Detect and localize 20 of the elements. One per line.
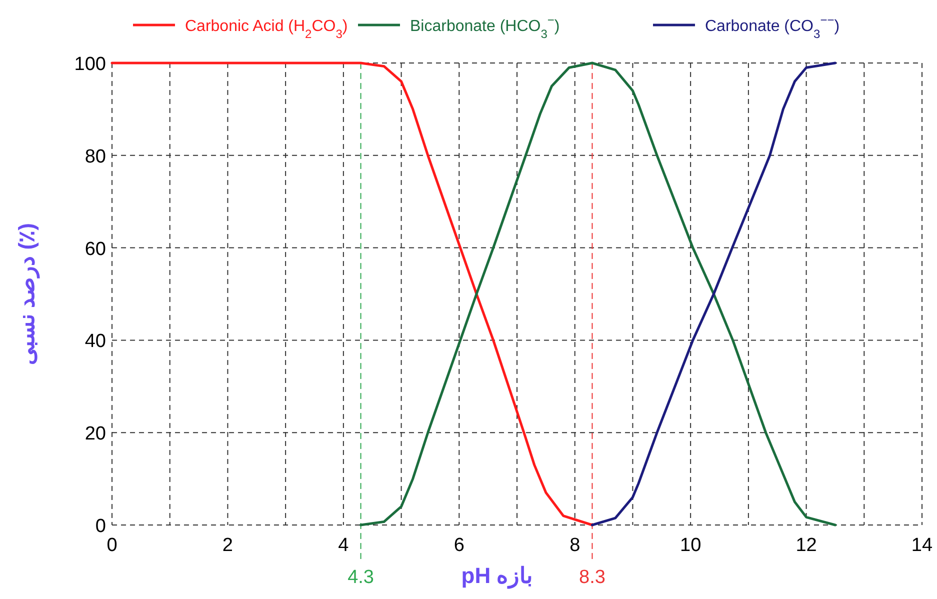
x-tick-label: 6	[454, 535, 464, 556]
ref-line-label: 4.3	[348, 567, 374, 588]
y-tick-label: 100	[74, 54, 106, 75]
x-tick-label: 10	[680, 535, 702, 556]
y-tick-label: 0	[95, 516, 106, 537]
x-tick-label: 12	[796, 535, 817, 556]
ref-line-label: 8.3	[579, 567, 606, 588]
legend-label: Carbonic Acid (H$_{2}$CO$_{3}$)	[185, 18, 348, 41]
y-tick-label: 60	[84, 238, 106, 260]
y-axis-title: درصد نسبی (٪)	[14, 223, 40, 365]
y-tick-label: 20	[84, 424, 106, 445]
y-tick-label: 80	[84, 146, 106, 168]
legend-label: Bicarbonate (HCO$_{3}$$^{−}$)	[410, 13, 560, 41]
x-tick-label: 14	[911, 535, 933, 556]
x-tick-label: 2	[222, 535, 234, 556]
x-tick-label: 4	[338, 535, 350, 556]
x-tick-label: 8	[570, 535, 580, 556]
y-tick-label: 40	[84, 331, 106, 352]
x-axis-title: بازه pH	[461, 563, 533, 589]
legend-label: Carbonate (CO$_{3}$$^{−−}$)	[705, 13, 840, 41]
